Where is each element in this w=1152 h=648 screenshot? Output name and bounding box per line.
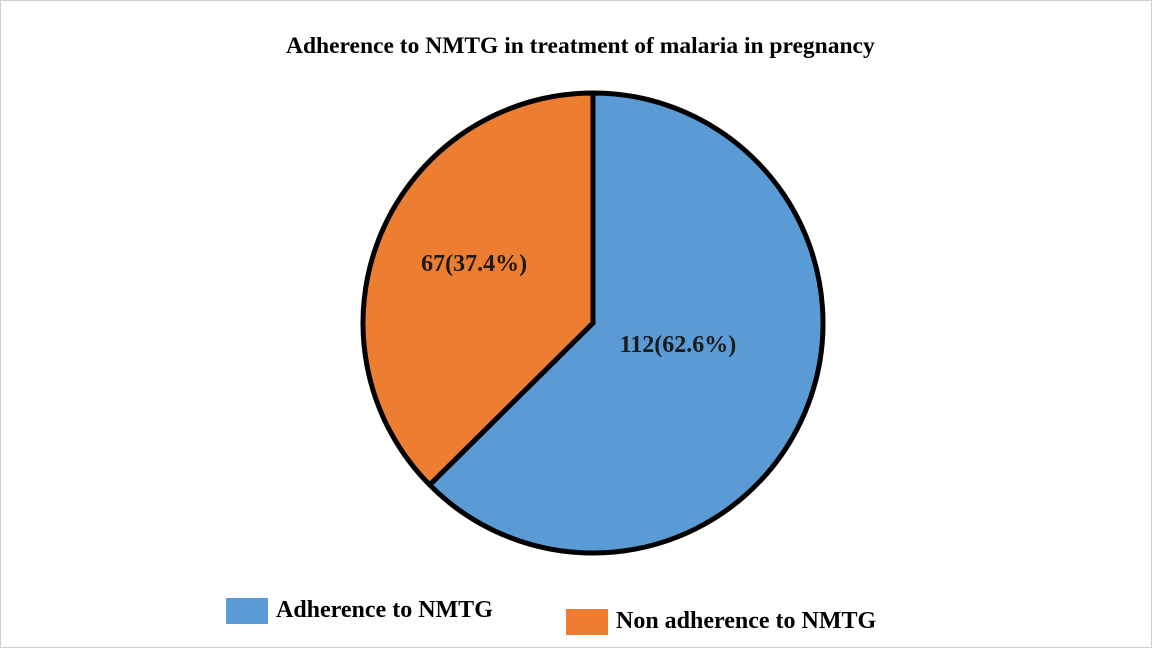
legend-item-non-adherence: Non adherence to NMTG [566, 608, 876, 635]
legend-swatch-adherence [226, 597, 268, 624]
legend-label-non-adherence: Non adherence to NMTG [616, 608, 877, 634]
pie-labels: 112(62.6%) 67(37.4%) [421, 251, 736, 358]
legend-item-adherence: Adherence to NMTG [226, 597, 493, 624]
pie-slice-non-adherence [360, 90, 596, 488]
legend-swatch-non-adherence [566, 608, 608, 635]
legend-label-adherence: Adherence to NMTG [276, 597, 493, 623]
chart-title: Adherence to NMTG in treatment of malari… [286, 33, 875, 59]
data-label-non-adherence: 67(37.4%) [421, 251, 527, 277]
data-label-adherence: 112(62.6%) [620, 332, 737, 358]
pie-slices [360, 90, 826, 556]
pie-slice-adherence [427, 90, 826, 556]
